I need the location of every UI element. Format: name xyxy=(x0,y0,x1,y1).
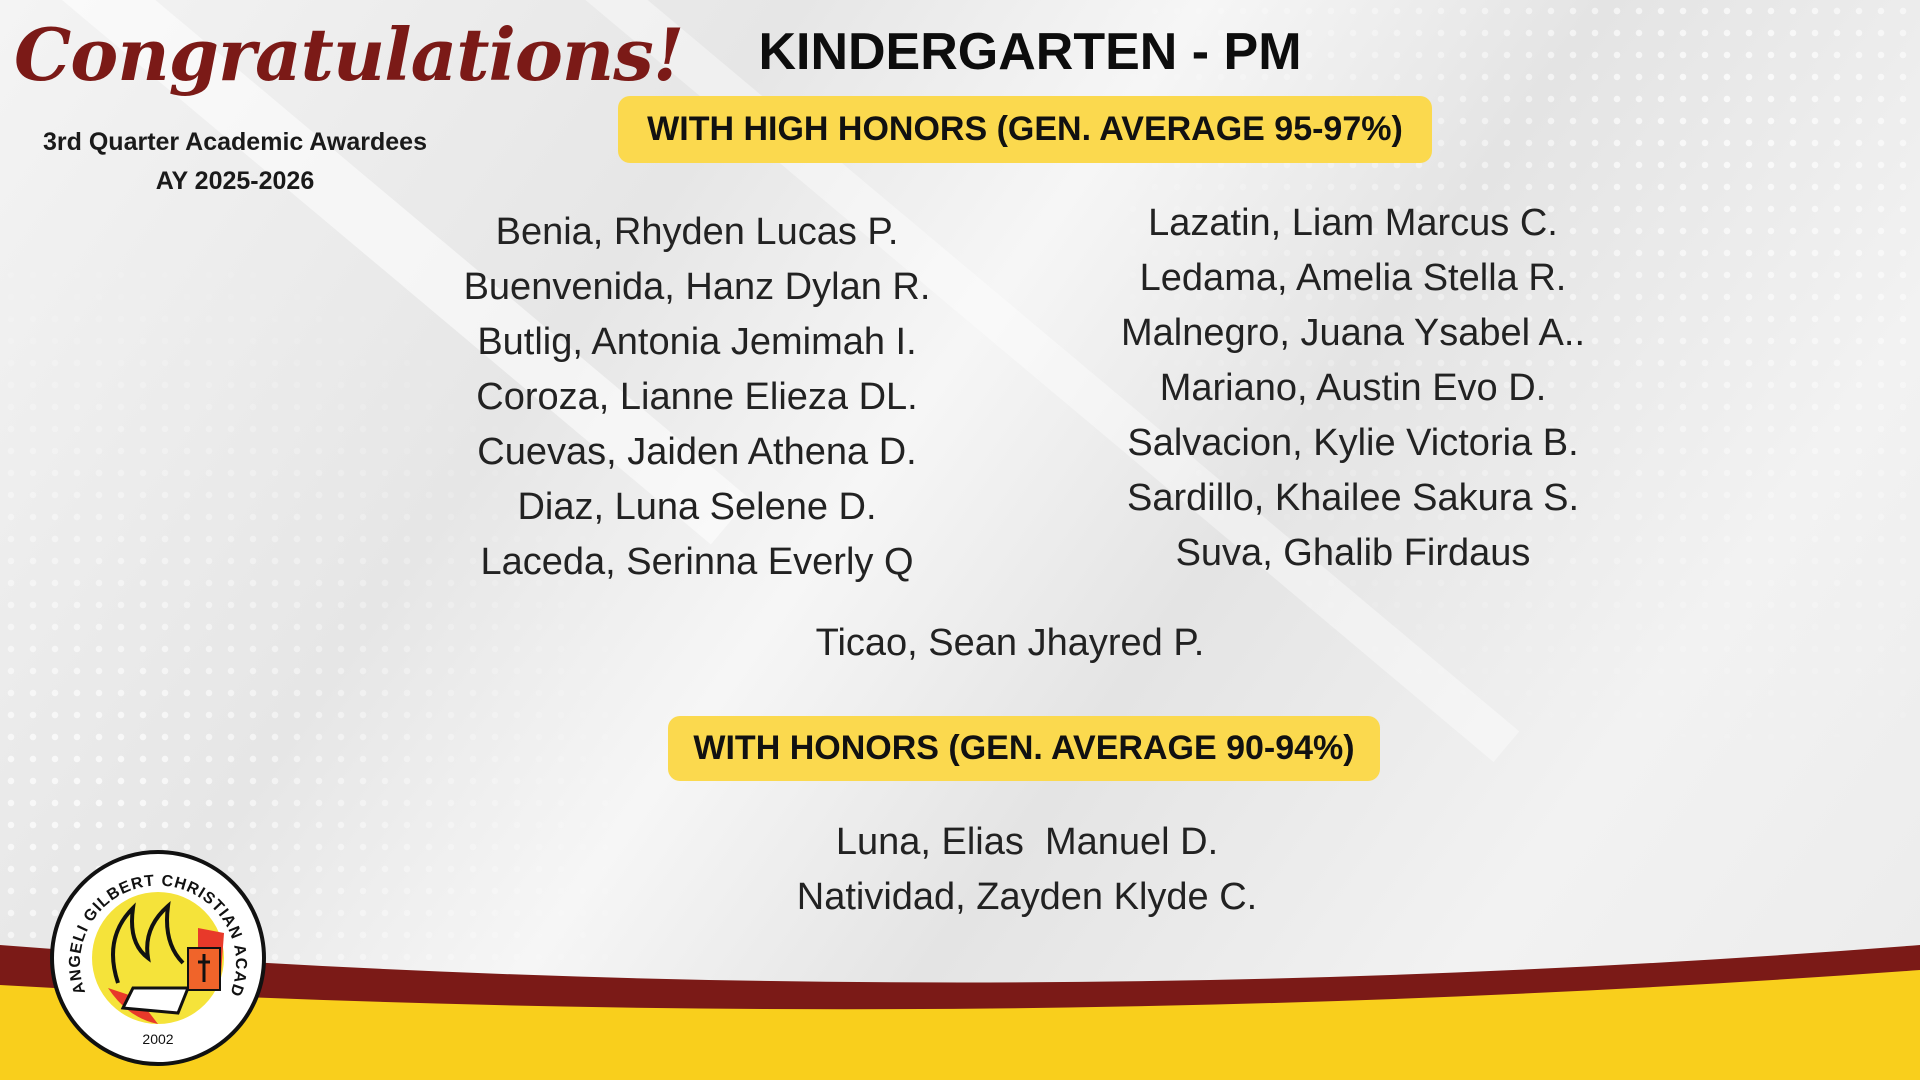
list-item: Coroza, Lianne Elieza DL. xyxy=(476,376,918,418)
list-item: Malnegro, Juana Ysabel A.. xyxy=(1120,312,1586,354)
list-item: Butlig, Antonia Jemimah I. xyxy=(477,321,917,363)
congratulations-heading: Congratulations! xyxy=(14,12,684,97)
list-item: Buenvenida, Hanz Dylan R. xyxy=(463,266,931,308)
page-title: KINDERGARTEN - PM xyxy=(758,23,1302,81)
list-item: Suva, Ghalib Firdaus xyxy=(1175,532,1531,574)
list-item: Laceda, Serinna Everly Q xyxy=(480,541,914,583)
list-item: Cuevas, Jaiden Athena D. xyxy=(477,431,917,473)
list-item: Sardillo, Khailee Sakura S. xyxy=(1126,477,1580,519)
logo-year: 2002 xyxy=(142,1031,173,1047)
academic-year: AY 2025-2026 xyxy=(155,167,315,195)
list-item: Luna, Elias Manuel D. xyxy=(835,821,1219,863)
high-honors-center-item: Ticao, Sean Jhayred P. xyxy=(710,616,1310,671)
school-logo: ANGELI GILBERT CHRISTIAN ACADEMY 2002 xyxy=(48,848,266,1066)
list-item: Lazatin, Liam Marcus C. xyxy=(1148,202,1558,244)
list-item: Mariano, Austin Evo D. xyxy=(1159,367,1547,409)
high-honors-label: WITH HIGH HONORS (GEN. AVERAGE 95-97%) xyxy=(618,96,1432,163)
list-item: Salvacion, Kylie Victoria B. xyxy=(1127,422,1579,464)
list-item: Natividad, Zayden Klyde C. xyxy=(796,876,1258,918)
list-item: Ledama, Amelia Stella R. xyxy=(1139,257,1567,299)
list-item: Diaz, Luna Selene D. xyxy=(517,486,877,528)
list-item: Benia, Rhyden Lucas P. xyxy=(495,211,899,253)
high-honors-right-list: Lazatin, Liam Marcus C. Ledama, Amelia S… xyxy=(1053,196,1653,581)
high-honors-left-list: Benia, Rhyden Lucas P. Buenvenida, Hanz … xyxy=(400,205,994,590)
list-item: Ticao, Sean Jhayred P. xyxy=(815,622,1205,664)
subtitle: 3rd Quarter Academic Awardees xyxy=(43,128,427,156)
honors-label: WITH HONORS (GEN. AVERAGE 90-94%) xyxy=(668,716,1380,781)
honors-list: Luna, Elias Manuel D. Natividad, Zayden … xyxy=(727,815,1327,925)
